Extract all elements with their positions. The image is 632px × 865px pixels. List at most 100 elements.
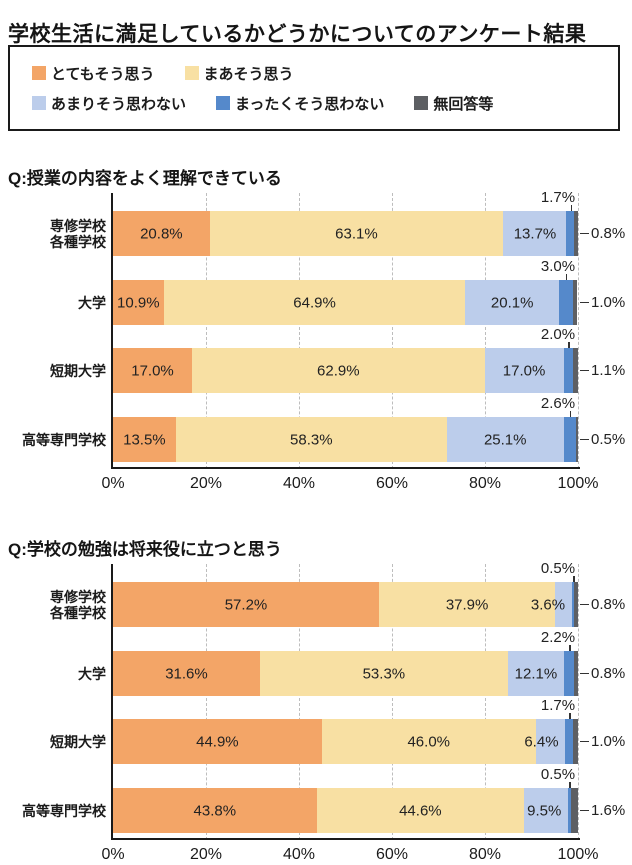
category-label: 高等専門学校 bbox=[22, 802, 106, 819]
gridline bbox=[206, 193, 207, 469]
legend-label: まあそう思う bbox=[203, 65, 294, 83]
bar-row bbox=[113, 211, 578, 256]
bar-segment-4 bbox=[566, 211, 575, 256]
segment-value-label: 44.6% bbox=[399, 802, 442, 819]
bar-segment-2 bbox=[209, 211, 503, 256]
callout-leader-line bbox=[580, 369, 589, 371]
callout-value-above: 2.0% bbox=[540, 326, 576, 343]
x-axis-tick-label: 80% bbox=[468, 475, 502, 492]
gridline bbox=[485, 564, 486, 840]
bar-segment-1 bbox=[113, 582, 379, 627]
callout-value-right: 0.5% bbox=[591, 430, 626, 448]
x-axis-line bbox=[111, 838, 580, 840]
bar-row bbox=[113, 788, 578, 833]
gridline bbox=[392, 564, 393, 840]
x-axis-tick-label: 0% bbox=[101, 846, 125, 863]
y-axis-line bbox=[111, 564, 113, 840]
x-axis-tick-label: 100% bbox=[557, 475, 599, 492]
bar-segment-5 bbox=[575, 417, 578, 462]
bar-segment-1 bbox=[113, 348, 193, 393]
bar-segment-2 bbox=[175, 417, 447, 462]
bar-row bbox=[113, 280, 578, 325]
gridline bbox=[206, 564, 207, 840]
legend-swatch-disagree bbox=[216, 96, 231, 110]
bar-segment-1 bbox=[113, 719, 322, 764]
x-axis-tick-label: 60% bbox=[375, 475, 409, 492]
bar-segment-5 bbox=[573, 719, 578, 764]
bar-row bbox=[113, 417, 578, 462]
segment-value-label: 63.1% bbox=[335, 225, 378, 242]
legend-item: 無回答等 bbox=[414, 93, 493, 114]
bar-segment-3 bbox=[502, 211, 567, 256]
callout-leader-tick bbox=[565, 274, 568, 280]
bar-segment-3 bbox=[507, 651, 565, 696]
callout-value-right: 0.8% bbox=[591, 224, 626, 242]
page-title: 学校生活に満足しているかどうかについてのアンケート結果 bbox=[8, 23, 587, 47]
category-label: 高等専門学校 bbox=[22, 431, 106, 448]
segment-value-label: 58.3% bbox=[290, 431, 333, 448]
gridline bbox=[485, 193, 486, 469]
segment-value-label: 3.6% bbox=[530, 596, 566, 613]
chart-question-title: Q:授業の内容をよく理解できている bbox=[8, 169, 282, 189]
callout-leader-line bbox=[580, 438, 589, 440]
segment-value-label: 20.1% bbox=[490, 294, 534, 311]
gridline bbox=[578, 193, 579, 469]
callout-value-above: 0.5% bbox=[540, 766, 576, 783]
legend-label: まったくそう思わない bbox=[235, 95, 385, 113]
category-label: 短期大学 bbox=[50, 733, 106, 750]
legend-swatch-somewhat-disagree bbox=[32, 96, 46, 110]
bar-segment-1 bbox=[113, 651, 260, 696]
bar-segment-4 bbox=[568, 788, 571, 833]
bar-segment-2 bbox=[163, 280, 466, 325]
legend-label: あまりそう思わない bbox=[51, 95, 187, 113]
callout-leader-tick bbox=[569, 411, 572, 417]
callout-leader-tick bbox=[568, 342, 570, 348]
y-axis-line bbox=[111, 193, 113, 469]
callout-leader-line bbox=[580, 740, 589, 742]
callout-value-above: 0.5% bbox=[540, 560, 576, 577]
legend-item: あまりそう思わない bbox=[32, 93, 186, 114]
legend: とてもそう思う まあそう思う あまりそう思わない まったくそう思わない 無回答等 bbox=[8, 45, 620, 131]
bar-row bbox=[113, 348, 578, 393]
callout-value-above: 2.6% bbox=[540, 395, 576, 412]
gridline bbox=[578, 564, 579, 840]
x-axis-tick-label: 60% bbox=[375, 846, 409, 863]
callout-value-above: 3.0% bbox=[540, 258, 576, 275]
bar-segment-5 bbox=[572, 280, 578, 325]
x-axis-tick-label: 40% bbox=[282, 846, 316, 863]
bar-segment-5 bbox=[572, 348, 578, 393]
x-axis-tick-label: 0% bbox=[101, 475, 125, 492]
callout-value-above: 2.2% bbox=[540, 629, 576, 646]
legend-item: まあそう思う bbox=[184, 63, 294, 84]
segment-value-label: 64.9% bbox=[293, 294, 336, 311]
bar-segment-4 bbox=[565, 719, 574, 764]
callout-value-right: 1.1% bbox=[591, 361, 626, 379]
bar-segment-4 bbox=[563, 348, 573, 393]
bar-segment-3 bbox=[535, 719, 566, 764]
gridline bbox=[299, 193, 300, 469]
callout-value-right: 1.0% bbox=[591, 293, 626, 311]
bar-segment-4 bbox=[563, 417, 576, 462]
segment-value-label: 20.8% bbox=[140, 225, 183, 242]
segment-value-label: 6.4% bbox=[524, 733, 559, 750]
x-axis-tick-label: 20% bbox=[189, 475, 223, 492]
segment-value-label: 17.0% bbox=[502, 362, 546, 379]
chart-block: Q:授業の内容をよく理解できている 20.8% 63.1% 13.7% 1.7% 0.8%… bbox=[0, 150, 632, 499]
plot-area: 20.8% 63.1% 13.7% 1.7% 0.8% 10.9% 64.9% 20.1% 3.… bbox=[111, 189, 625, 469]
x-axis-line bbox=[111, 467, 580, 469]
segment-value-label: 57.2% bbox=[224, 596, 268, 613]
x-axis-tick-label: 20% bbox=[189, 846, 223, 863]
category-label: 短期大学 bbox=[50, 362, 106, 379]
callout-value-above: 1.7% bbox=[540, 697, 576, 714]
bar-segment-2 bbox=[259, 651, 508, 696]
bar-segment-3 bbox=[484, 348, 564, 393]
legend-swatch-very-agree bbox=[32, 66, 46, 80]
callout-leader-tick bbox=[570, 205, 573, 211]
bar-segment-5 bbox=[574, 582, 578, 627]
callout-leader-tick bbox=[569, 713, 571, 719]
callout-value-right: 0.8% bbox=[591, 595, 626, 613]
callout-value-above: 1.7% bbox=[540, 189, 576, 206]
legend-item: まったくそう思わない bbox=[216, 93, 384, 114]
bar-segment-3 bbox=[524, 788, 569, 833]
